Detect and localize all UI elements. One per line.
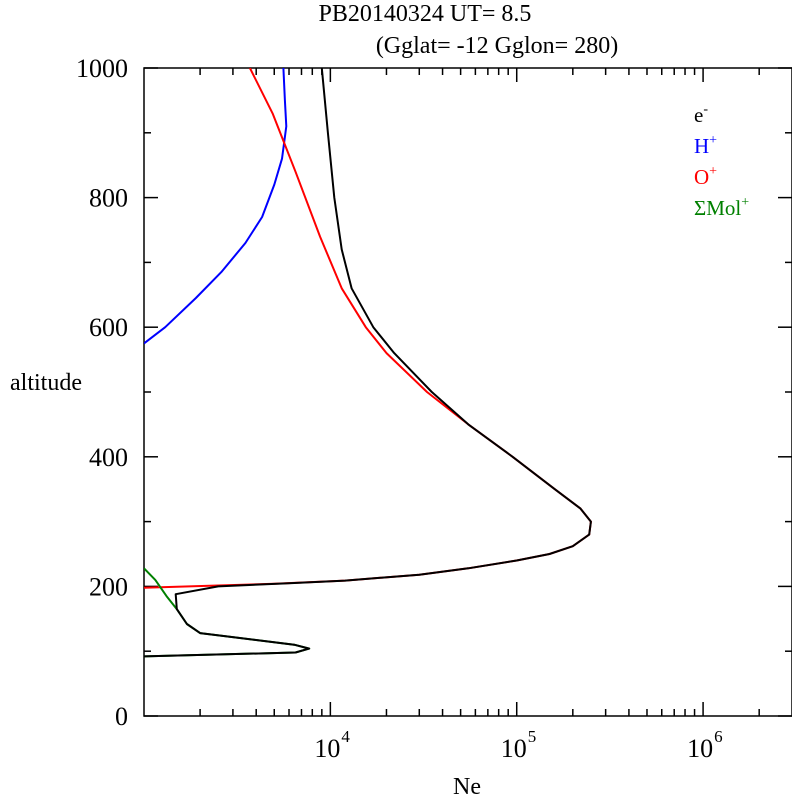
y-tick-label: 400: [89, 443, 128, 472]
x-axis-label: Ne: [453, 774, 481, 796]
y-tick-label: 1000: [76, 54, 128, 83]
x-tick-label: 10: [501, 734, 527, 763]
y-tick-labels: 0 200 400 600 800 1000: [76, 54, 128, 731]
x-tick-labels: 10 4 10 5 10 6: [314, 727, 722, 763]
y-tick-label: 0: [115, 702, 128, 731]
series-line: [144, 68, 592, 589]
series-lines: [144, 68, 592, 658]
series-line: [144, 68, 592, 658]
x-tick-exponent: 4: [341, 727, 350, 746]
legend-entry: e-: [694, 102, 708, 127]
legend: e- H+ O+ ΣMol+: [694, 102, 749, 220]
y-tick-label: 200: [89, 572, 128, 601]
legend-entry: ΣMol+: [694, 195, 749, 220]
chart-title: PB20140324 UT= 8.5: [319, 1, 532, 27]
x-tick-label: 10: [687, 734, 713, 763]
y-axis-label: altitude: [10, 370, 82, 396]
y-tick-label: 600: [89, 313, 128, 342]
chart-subtitle: (Gglat= -12 Gglon= 280): [376, 33, 618, 59]
x-tick-exponent: 5: [528, 727, 537, 746]
y-tick-label: 800: [89, 184, 128, 213]
series-line: [144, 68, 288, 345]
legend-entry: O+: [694, 164, 717, 189]
x-tick-exponent: 6: [714, 727, 723, 746]
x-tick-label: 10: [314, 734, 340, 763]
legend-entry: H+: [694, 133, 717, 158]
